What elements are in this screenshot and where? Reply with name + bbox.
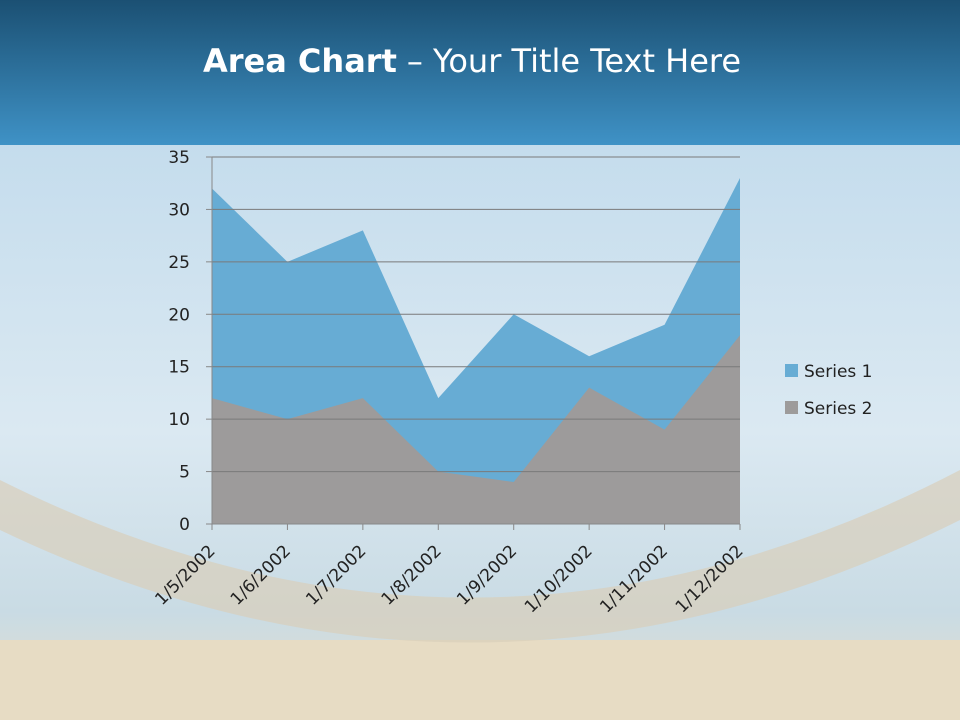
title-bold: Area Chart — [203, 42, 397, 80]
title-rest: – Your Title Text Here — [407, 42, 741, 80]
area — [212, 335, 740, 524]
y-tick-label: 35 — [168, 148, 190, 168]
slide-title: Area Chart – Your Title Text Here — [203, 42, 741, 80]
y-tick-label: 15 — [168, 358, 190, 378]
legend-label: Series 1 — [804, 362, 873, 382]
y-tick-label: 30 — [168, 200, 190, 220]
legend-swatch — [785, 364, 798, 377]
y-tick-label: 25 — [168, 253, 190, 273]
legend-label: Series 2 — [804, 399, 873, 419]
y-tick-label: 5 — [179, 463, 190, 483]
y-tick-label: 20 — [168, 305, 190, 325]
y-tick-label: 10 — [168, 410, 190, 430]
y-tick-label: 0 — [179, 515, 190, 535]
hammock — [0, 470, 960, 643]
legend-swatch — [785, 401, 798, 414]
sand — [0, 640, 960, 720]
header-band — [0, 0, 960, 145]
